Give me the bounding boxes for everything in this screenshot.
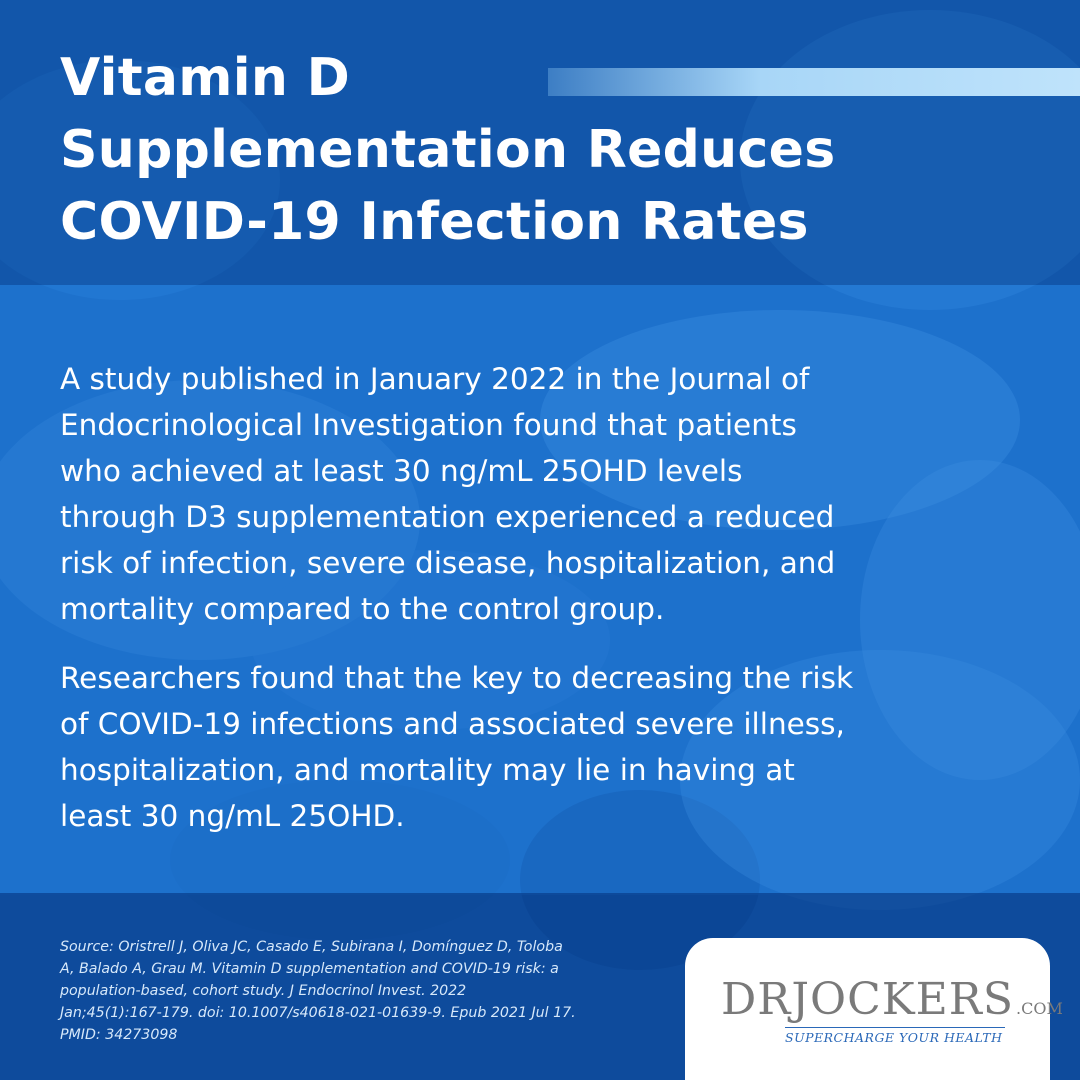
logo-domain-suffix: .COM xyxy=(1016,999,1063,1018)
logo-wordmark: DRJOCKERS .COM xyxy=(721,974,1063,1025)
paragraph-line: through D3 supplementation experienced a… xyxy=(60,500,835,534)
paragraph-line: who achieved at least 30 ng/mL 25OHD lev… xyxy=(60,454,743,488)
source-citation: Source: Oristrell J, Oliva JC, Casado E,… xyxy=(60,936,660,1046)
logo-tagline: SUPERCHARGE YOUR HEALTH xyxy=(785,1030,1003,1045)
citation-line: PMID: 34273098 xyxy=(60,1027,178,1043)
accent-bar xyxy=(548,68,1080,96)
citation-line: Jan;45(1):167-179. doi: 10.1007/s40618-0… xyxy=(60,1005,576,1021)
logo-divider xyxy=(785,1027,1005,1028)
title-band xyxy=(0,0,1080,285)
logo-brand: DRJOCKERS xyxy=(721,974,1015,1025)
paragraph-line: risk of infection, severe disease, hospi… xyxy=(60,546,836,580)
headline: Vitamin D Supplementation Reduces COVID-… xyxy=(60,42,1040,258)
study-paragraph: A study published in January 2022 in the… xyxy=(60,356,1040,632)
paragraph-line: Researchers found that the key to decrea… xyxy=(60,661,854,695)
drjockers-logo: DRJOCKERS .COM SUPERCHARGE YOUR HEALTH xyxy=(685,938,1063,1080)
headline-line: Vitamin D xyxy=(60,48,351,108)
paragraph-line: hospitalization, and mortality may lie i… xyxy=(60,753,795,787)
paragraph-line: of COVID-19 infections and associated se… xyxy=(60,707,845,741)
headline-line: Supplementation Reduces xyxy=(60,120,836,180)
headline-line: COVID-19 Infection Rates xyxy=(60,192,809,252)
paragraph-line: A study published in January 2022 in the… xyxy=(60,362,810,396)
researchers-paragraph: Researchers found that the key to decrea… xyxy=(60,655,1040,839)
body-band xyxy=(0,285,1080,895)
paragraph-line: Endocrinological Investigation found tha… xyxy=(60,408,797,442)
citation-line: Source: Oristrell J, Oliva JC, Casado E,… xyxy=(60,939,563,955)
paragraph-line: least 30 ng/mL 25OHD. xyxy=(60,799,405,833)
citation-line: A, Balado A, Grau M. Vitamin D supplemen… xyxy=(60,961,559,977)
paragraph-line: mortality compared to the control group. xyxy=(60,592,665,626)
citation-line: population-based, cohort study. J Endocr… xyxy=(60,983,467,999)
